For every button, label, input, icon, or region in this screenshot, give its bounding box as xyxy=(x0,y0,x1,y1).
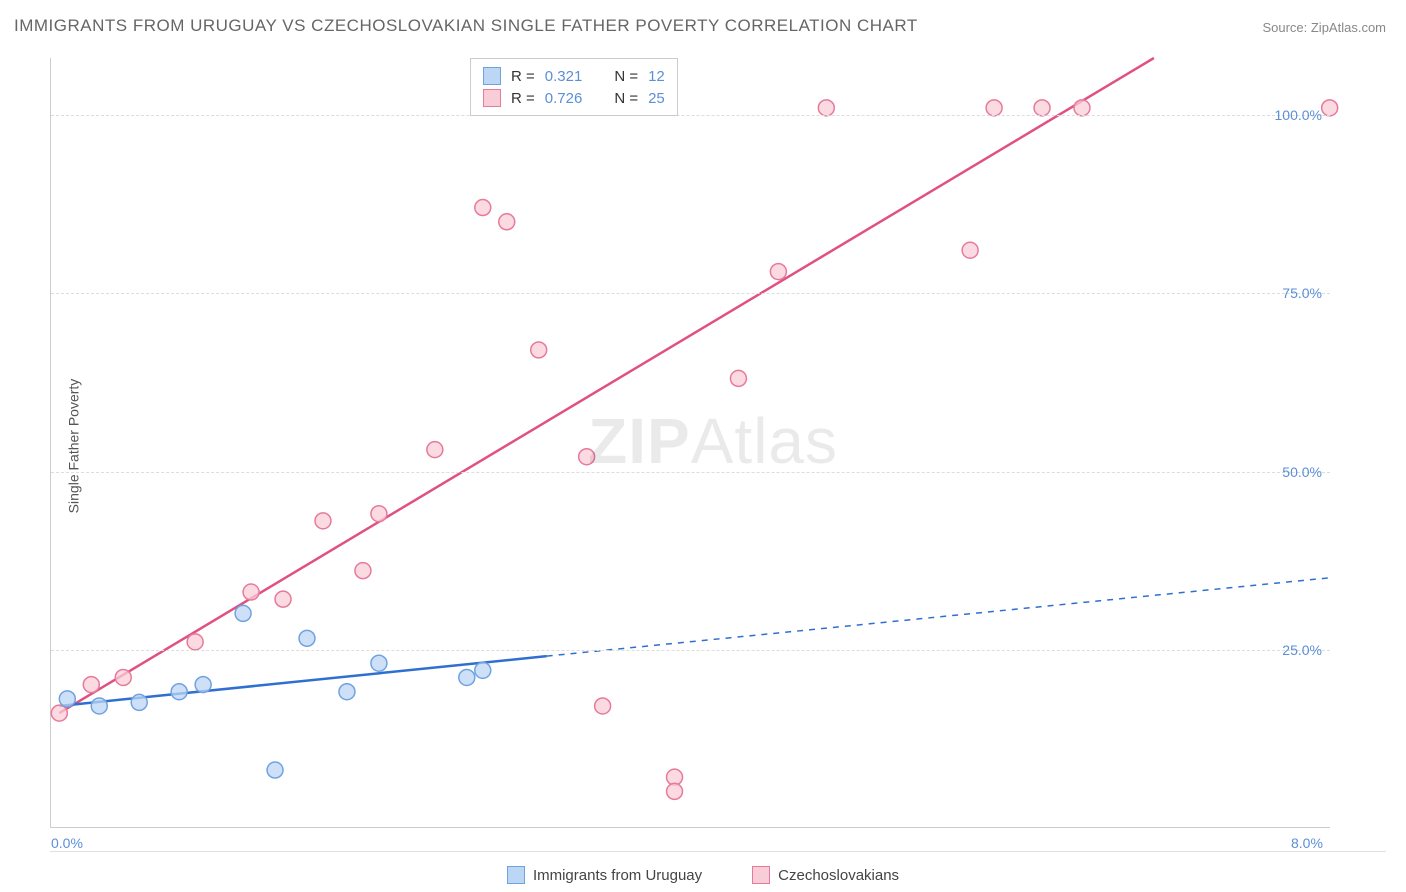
chart-canvas xyxy=(51,58,1330,827)
legend-bottom: Immigrants from Uruguay Czechoslovakians xyxy=(0,866,1406,884)
legend-swatch xyxy=(752,866,770,884)
n-label: N = xyxy=(614,90,638,107)
gridline xyxy=(51,650,1330,651)
x-tick-label: 8.0% xyxy=(1291,835,1323,851)
source-label: Source: ZipAtlas.com xyxy=(1262,20,1386,35)
y-tick-label: 75.0% xyxy=(1282,285,1322,301)
legend-top: R = 0.321 N = 12 R = 0.726 N = 25 xyxy=(470,58,678,116)
r-value: 0.321 xyxy=(545,68,583,85)
bottom-rule xyxy=(50,851,1386,852)
n-value: 12 xyxy=(648,68,665,85)
x-tick-label: 0.0% xyxy=(51,835,83,851)
legend-label: Immigrants from Uruguay xyxy=(533,867,702,884)
legend-swatch xyxy=(483,89,501,107)
r-value: 0.726 xyxy=(545,90,583,107)
r-label: R = xyxy=(511,68,535,85)
legend-item: Czechoslovakians xyxy=(752,866,899,884)
y-tick-label: 100.0% xyxy=(1275,107,1322,123)
y-tick-label: 50.0% xyxy=(1282,464,1322,480)
plot-area: ZIPAtlas 25.0%50.0%75.0%100.0%0.0%8.0% xyxy=(50,58,1330,828)
legend-stat-row: R = 0.726 N = 25 xyxy=(483,87,665,109)
legend-stat-row: R = 0.321 N = 12 xyxy=(483,65,665,87)
legend-item: Immigrants from Uruguay xyxy=(507,866,702,884)
gridline xyxy=(51,293,1330,294)
legend-label: Czechoslovakians xyxy=(778,867,899,884)
gridline xyxy=(51,115,1330,116)
legend-swatch xyxy=(507,866,525,884)
n-label: N = xyxy=(614,68,638,85)
n-value: 25 xyxy=(648,90,665,107)
chart-title: IMMIGRANTS FROM URUGUAY VS CZECHOSLOVAKI… xyxy=(14,16,918,36)
r-label: R = xyxy=(511,90,535,107)
legend-swatch xyxy=(483,67,501,85)
gridline xyxy=(51,472,1330,473)
y-tick-label: 25.0% xyxy=(1282,642,1322,658)
